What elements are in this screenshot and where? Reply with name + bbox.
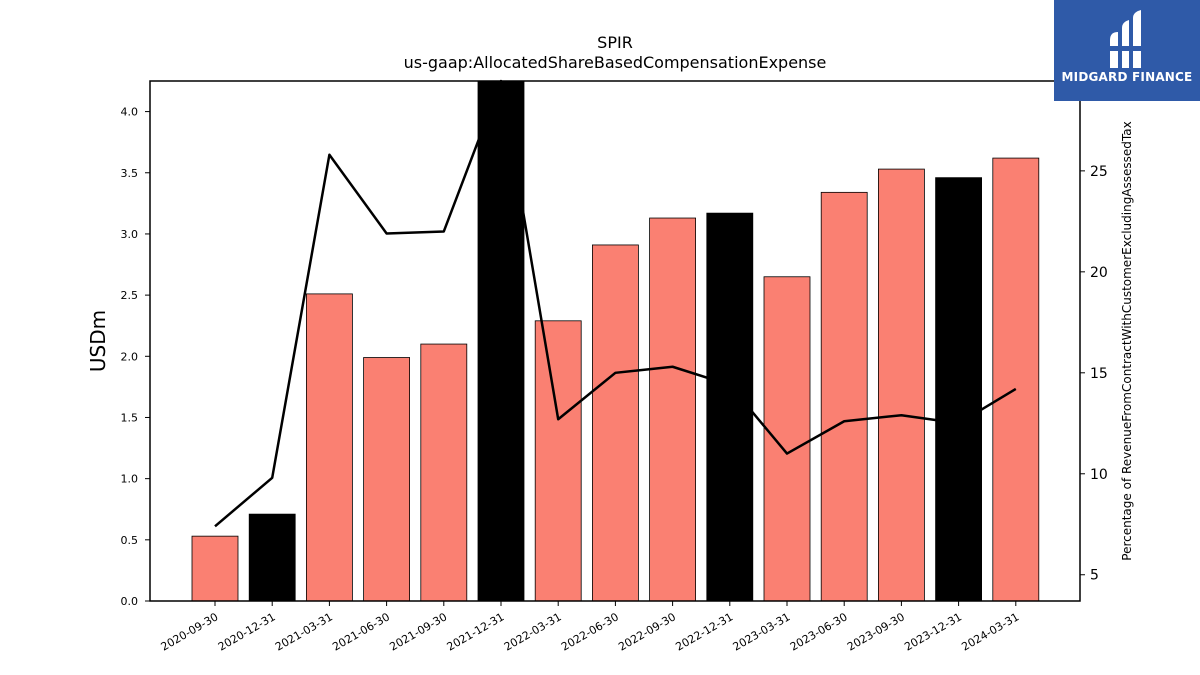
chart-title: SPIR (597, 33, 633, 52)
x-tick-label: 2020-12-31 (216, 610, 278, 653)
logo-text: MIDGARD FINANCE (1061, 70, 1193, 84)
y2-tick-label: 25 (1090, 164, 1108, 180)
bar-2023-09-30 (878, 168, 925, 602)
x-tick-label: 2024-03-31 (959, 610, 1021, 653)
x-tick-label: 2023-06-30 (788, 610, 850, 653)
bar-2021-06-30 (363, 357, 411, 602)
x-axis: 2020-09-302020-12-312021-03-312021-06-30… (159, 601, 1021, 654)
bar-2022-12-31 (706, 212, 754, 602)
brand-logo: MIDGARD FINANCE (1054, 0, 1200, 101)
y-tick-label: 0.5 (121, 534, 139, 547)
y-tick-label: 1.0 (121, 473, 139, 486)
y-axis-label: USDm (86, 310, 110, 372)
x-tick-label: 2023-12-31 (902, 610, 964, 653)
x-tick-label: 2021-06-30 (330, 610, 392, 653)
bar-2022-03-31 (534, 320, 582, 602)
x-tick-label: 2023-03-31 (731, 610, 793, 653)
bar-2022-06-30 (592, 244, 639, 602)
y-axis-right: 5 10 15 20 25 (1080, 164, 1108, 584)
x-tick-label: 2022-03-31 (502, 610, 564, 653)
y-axis-left: 0.0 0.5 1.0 1.5 2.0 2.5 3.0 3.5 4.0 (121, 106, 150, 608)
bar-2020-09-30 (191, 535, 239, 602)
bar-2021-09-30 (420, 343, 468, 602)
y-tick-label: 1.5 (121, 411, 139, 424)
x-tick-label: 2022-06-30 (559, 610, 621, 653)
bar-2023-06-30 (820, 191, 868, 602)
bars-group (191, 80, 1040, 602)
x-tick-label: 2022-12-31 (673, 610, 735, 653)
y-tick-label: 3.0 (121, 228, 139, 241)
y2-tick-label: 15 (1090, 366, 1108, 382)
y2-tick-label: 5 (1090, 568, 1099, 584)
x-tick-label: 2023-09-30 (845, 610, 907, 653)
x-tick-label: 2022-09-30 (616, 610, 678, 653)
percentage-line (214, 79, 1017, 528)
x-tick-label: 2020-09-30 (159, 610, 221, 653)
y2-axis-label: Percentage of RevenueFromContractWithCus… (1120, 121, 1134, 560)
x-tick-label: 2021-09-30 (387, 610, 449, 653)
x-tick-label: 2021-03-31 (273, 610, 335, 653)
bar-2021-03-31 (305, 293, 353, 602)
bar-2023-03-31 (763, 276, 811, 602)
bar-2024-03-31 (992, 157, 1040, 602)
bar-2022-09-30 (649, 217, 696, 602)
bar-2023-12-31 (935, 177, 982, 602)
y2-tick-label: 20 (1090, 265, 1108, 281)
y-tick-label: 4.0 (121, 106, 139, 119)
line-group (214, 79, 1017, 528)
bar-2020-12-31 (248, 513, 296, 602)
x-tick-label: 2021-12-31 (445, 610, 507, 653)
bar-2021-12-31 (477, 80, 525, 602)
y-tick-label: 2.5 (121, 289, 139, 302)
y-tick-label: 2.0 (121, 350, 139, 363)
y2-tick-label: 10 (1090, 467, 1108, 483)
chart-subtitle: us-gaap:AllocatedShareBasedCompensationE… (404, 53, 827, 72)
y-tick-label: 3.5 (121, 167, 139, 180)
y-tick-label: 0.0 (121, 595, 139, 608)
logo-mark-icon (1108, 10, 1144, 68)
